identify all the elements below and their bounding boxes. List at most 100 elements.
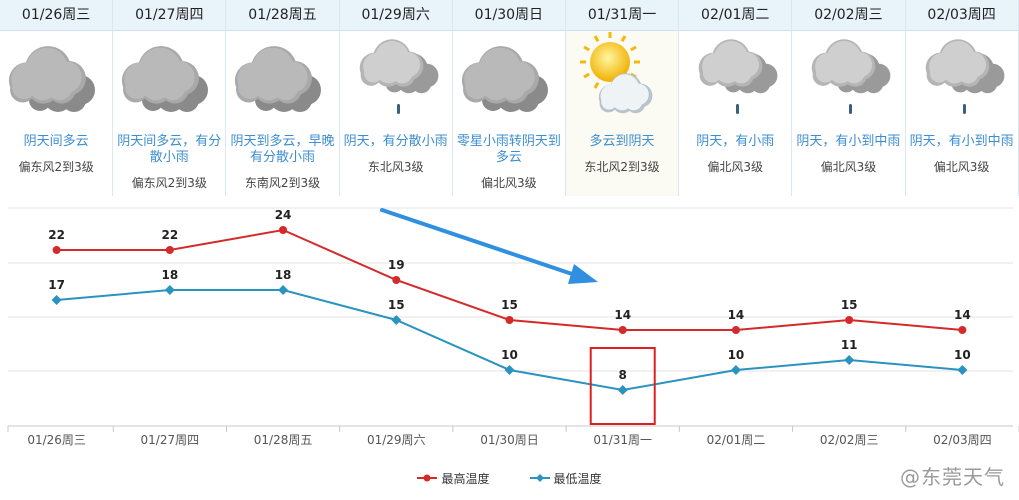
- forecast-description: 阴天，有小到中雨: [796, 134, 901, 149]
- data-label: 18: [161, 268, 178, 282]
- data-label: 10: [501, 348, 518, 362]
- temperature-chart: 01/26周三 01/27周四 01/28周五 01/29周六 01/30周日 01/31…: [7, 207, 1019, 447]
- forecast-description: 阴天，有小雨: [696, 134, 775, 149]
- data-label: 22: [48, 228, 65, 242]
- forecast-day: 02/02周三阴天，有小到中雨 偏北风3级: [792, 0, 906, 196]
- forecast-description: 阴天到多云，早晚有分散小雨: [230, 134, 335, 165]
- forecast-day: 01/26周三 阴天间多云 偏东风2到3级: [0, 0, 114, 196]
- x-tick-label: 02/01周二: [707, 433, 766, 447]
- light-rain-icon: [812, 39, 891, 114]
- series-line: [56, 228, 963, 331]
- forecast-wind: 偏北风3级: [707, 160, 764, 174]
- data-point: [392, 276, 401, 284]
- data-point: [504, 365, 515, 375]
- watermark: @东莞天气: [900, 465, 1005, 489]
- forecast-description: 阴天，有小到中雨: [909, 134, 1014, 149]
- forecast-description: 多云到阴天: [589, 134, 655, 149]
- forecast-day: 02/01周二阴天，有小雨 偏北风3级: [679, 0, 793, 196]
- data-label: 15: [388, 298, 405, 312]
- data-point: [279, 226, 288, 234]
- cloudy-icon: [122, 46, 209, 112]
- data-label: 8: [619, 368, 627, 382]
- x-tick-label: 01/30周日: [480, 433, 539, 447]
- data-label: 14: [728, 308, 745, 322]
- x-tick-label: 02/02周三: [820, 433, 879, 447]
- data-point: [164, 285, 175, 295]
- data-label: 11: [841, 338, 858, 352]
- forecast-description: 阴天，有分散小雨: [343, 134, 448, 149]
- cloudy-icon: [461, 46, 548, 112]
- data-point: [845, 316, 854, 324]
- legend-label: 最高温度: [441, 471, 490, 486]
- x-tick-label: 01/29周六: [367, 433, 426, 447]
- forecast-wind: 东北风3级: [367, 160, 424, 174]
- data-label: 18: [275, 268, 292, 282]
- forecast-day: 01/30周日 零星小雨转阴天到多云偏北风3级: [452, 0, 566, 196]
- forecast-date: 01/29周六: [339, 0, 452, 31]
- data-point: [844, 355, 855, 365]
- x-tick-label: 02/03周四: [933, 433, 992, 447]
- forecast-day: 01/28周五 阴天到多云，早晚有分散小雨东南风2到3级: [226, 0, 340, 196]
- legend-item[interactable]: 最低温度: [529, 468, 602, 488]
- legend-marker-icon: [529, 474, 550, 482]
- data-label: 15: [501, 298, 518, 312]
- data-point: [52, 246, 61, 254]
- data-point: [391, 315, 402, 325]
- forecast-day: 02/03周四阴天，有小到中雨 偏北风3级: [905, 0, 1019, 196]
- legend-item[interactable]: 最高温度: [417, 468, 490, 488]
- cloudy-icon: [8, 46, 95, 112]
- cloudy-icon: [235, 46, 322, 112]
- forecast-wind: 偏北风3级: [481, 176, 537, 190]
- data-point: [731, 326, 740, 334]
- forecast-day: 01/27周四 阴天间多云，有分散小雨偏东风2到3级: [113, 0, 227, 196]
- data-label: 14: [954, 308, 971, 322]
- chart-legend: 最高温度 最低温度: [0, 468, 1019, 488]
- forecast-date: 02/02周三: [792, 0, 905, 31]
- data-point: [958, 326, 967, 334]
- trend-arrow-icon: [380, 208, 598, 284]
- forecast-date: 01/27周四: [113, 0, 226, 31]
- forecast-wind: 东南风2到3级: [244, 176, 321, 190]
- data-point: [51, 295, 62, 305]
- forecast-day: 01/31周一多云到阴天东北风2到3级: [565, 0, 680, 196]
- data-label: 14: [614, 308, 631, 322]
- forecast-date: 02/03周四: [905, 0, 1018, 31]
- x-tick-label: 01/27周四: [141, 433, 200, 447]
- data-point: [165, 246, 174, 254]
- data-label: 15: [841, 298, 858, 312]
- forecast-day: 01/29周六阴天，有分散小雨 东北风3级: [339, 0, 453, 196]
- data-point: [278, 285, 289, 295]
- light-rain-icon: [359, 39, 438, 114]
- forecast-wind: 偏北风3级: [933, 160, 990, 174]
- forecast-wind: 东北风2到3级: [584, 160, 660, 174]
- legend-label: 最低温度: [553, 471, 602, 486]
- x-tick-label: 01/28周五: [254, 433, 313, 447]
- data-label: 24: [275, 208, 292, 222]
- x-tick-label: 01/31周一: [593, 433, 652, 447]
- forecast-date: 02/01周二: [679, 0, 792, 31]
- forecast-description: 阴天间多云: [23, 134, 89, 149]
- data-label: 22: [161, 228, 178, 242]
- light-rain-icon: [925, 39, 1004, 114]
- forecast-description: 零星小雨转阴天到多云: [456, 134, 561, 165]
- data-point: [618, 326, 627, 334]
- forecast-wind: 偏北风3级: [820, 160, 877, 174]
- minimum-highlight-box: [589, 347, 656, 425]
- data-point: [617, 385, 628, 395]
- data-point: [730, 365, 741, 375]
- partly-cloudy-icon: [579, 32, 653, 114]
- forecast-date: 01/30周日: [452, 0, 565, 31]
- x-tick-label: 01/26周三: [27, 433, 86, 447]
- forecast-strip: 01/26周三阴天间多云偏东风2到3级 01/27周四 阴天间多云，有分散小雨偏东风…: [0, 0, 1019, 196]
- legend-marker-icon: [417, 474, 438, 482]
- forecast-wind: 偏东风2到3级: [131, 176, 207, 190]
- data-label: 10: [728, 348, 745, 362]
- data-point: [957, 365, 968, 375]
- forecast-date: 01/26周三: [0, 0, 113, 31]
- forecast-description: 阴天间多云，有分散小雨: [117, 134, 222, 165]
- forecast-date: 01/28周五: [226, 0, 339, 31]
- data-label: 19: [388, 258, 405, 272]
- data-label: 10: [954, 348, 971, 362]
- forecast-date: 01/31周一: [565, 0, 679, 31]
- data-label: 17: [48, 278, 65, 292]
